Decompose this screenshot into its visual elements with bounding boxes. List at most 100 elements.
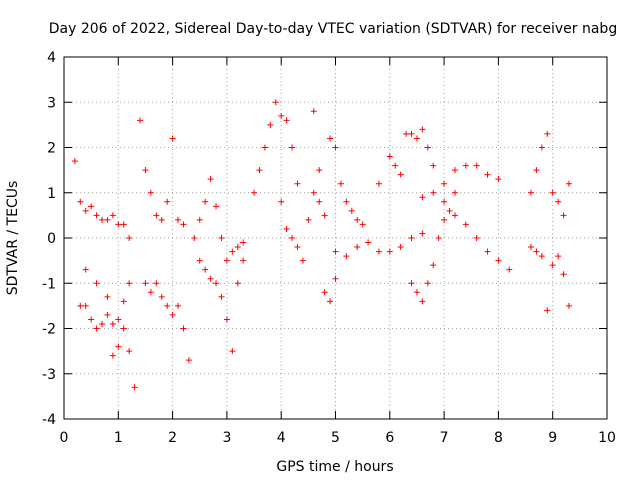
data-point bbox=[446, 207, 453, 214]
data-point bbox=[126, 348, 133, 355]
data-point bbox=[441, 198, 448, 205]
data-point bbox=[375, 248, 382, 255]
data-point bbox=[93, 280, 100, 287]
data-point bbox=[527, 244, 534, 251]
data-point bbox=[109, 212, 116, 219]
data-point bbox=[451, 167, 458, 174]
x-tick-label: 2 bbox=[168, 430, 177, 446]
data-point bbox=[555, 198, 562, 205]
data-point bbox=[538, 253, 545, 260]
data-point bbox=[71, 158, 78, 165]
data-point bbox=[549, 189, 556, 196]
y-tick-label: -4 bbox=[42, 412, 56, 428]
data-point bbox=[305, 216, 312, 223]
data-point bbox=[82, 266, 89, 273]
y-tick-label: 2 bbox=[47, 141, 56, 157]
data-point bbox=[343, 198, 350, 205]
data-point bbox=[332, 248, 339, 255]
x-tick-label: 3 bbox=[222, 430, 231, 446]
data-point bbox=[533, 248, 540, 255]
data-point bbox=[207, 275, 214, 282]
data-point bbox=[289, 235, 296, 241]
data-point bbox=[164, 198, 171, 205]
data-point bbox=[441, 216, 448, 223]
data-point bbox=[560, 212, 567, 219]
y-tick-label: 3 bbox=[47, 95, 56, 111]
data-point bbox=[310, 108, 317, 115]
data-point bbox=[93, 212, 100, 219]
y-tick-label: -2 bbox=[42, 322, 56, 338]
data-point bbox=[430, 262, 437, 269]
data-point bbox=[413, 135, 420, 142]
data-point bbox=[408, 130, 415, 137]
grid-layer bbox=[64, 57, 607, 419]
data-point bbox=[229, 248, 236, 255]
data-point bbox=[223, 316, 230, 323]
data-point bbox=[158, 216, 165, 223]
data-point bbox=[104, 311, 111, 318]
data-point bbox=[99, 320, 106, 327]
data-point bbox=[565, 180, 572, 187]
data-point bbox=[462, 221, 469, 228]
data-point bbox=[375, 180, 382, 187]
data-point bbox=[392, 162, 399, 169]
data-point bbox=[115, 343, 122, 350]
data-point bbox=[462, 162, 469, 169]
data-point bbox=[77, 198, 84, 205]
data-point bbox=[153, 212, 160, 219]
data-point bbox=[120, 221, 127, 228]
data-point bbox=[164, 302, 171, 309]
data-point bbox=[126, 280, 133, 287]
data-point bbox=[218, 293, 225, 300]
data-point bbox=[207, 176, 214, 183]
data-point bbox=[544, 130, 551, 137]
data-point bbox=[533, 167, 540, 174]
data-point bbox=[354, 244, 361, 251]
data-point bbox=[419, 194, 426, 201]
y-tick-label: 1 bbox=[47, 186, 56, 202]
data-point bbox=[419, 230, 426, 237]
data-point bbox=[82, 207, 89, 214]
data-point bbox=[283, 117, 290, 124]
data-point bbox=[337, 180, 344, 187]
data-point bbox=[191, 235, 198, 241]
data-points bbox=[71, 99, 572, 391]
data-point bbox=[104, 216, 111, 223]
data-point bbox=[251, 189, 258, 196]
data-point bbox=[147, 189, 154, 196]
y-axis-label: SDTVAR / TECUs bbox=[5, 181, 21, 296]
data-point bbox=[169, 135, 176, 142]
data-point bbox=[240, 257, 247, 264]
data-point bbox=[419, 126, 426, 133]
data-point bbox=[272, 99, 279, 106]
data-point bbox=[424, 280, 431, 287]
data-point bbox=[327, 298, 334, 305]
data-point bbox=[316, 167, 323, 174]
data-point bbox=[413, 289, 420, 296]
data-point bbox=[180, 221, 187, 228]
data-point bbox=[386, 248, 393, 255]
data-point bbox=[99, 216, 106, 223]
data-point bbox=[359, 221, 366, 228]
data-point bbox=[424, 144, 431, 151]
x-axis-label: GPS time / hours bbox=[276, 459, 393, 475]
data-point bbox=[473, 235, 480, 241]
x-tick-label: 0 bbox=[60, 430, 69, 446]
data-point bbox=[142, 280, 149, 287]
data-point bbox=[484, 171, 491, 178]
data-point bbox=[202, 198, 209, 205]
data-point bbox=[294, 244, 301, 251]
data-point bbox=[109, 320, 116, 327]
data-point bbox=[278, 198, 285, 205]
data-point bbox=[310, 189, 317, 196]
data-point bbox=[332, 144, 339, 151]
data-point bbox=[137, 117, 144, 124]
data-point bbox=[435, 235, 442, 241]
data-point bbox=[408, 280, 415, 287]
data-point bbox=[451, 189, 458, 196]
data-point bbox=[527, 189, 534, 196]
data-point bbox=[495, 176, 502, 183]
data-point bbox=[441, 180, 448, 187]
data-point bbox=[565, 302, 572, 309]
data-point bbox=[408, 235, 415, 241]
